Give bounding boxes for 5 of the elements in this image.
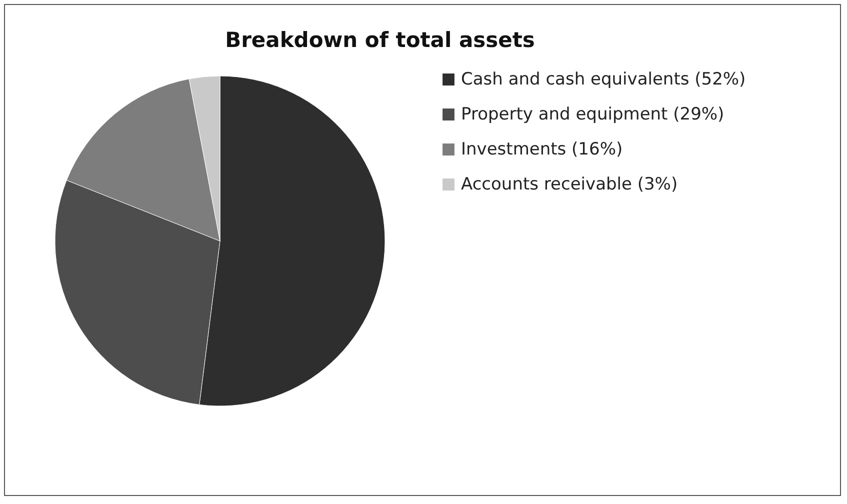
- legend-label: Accounts receivable (3%): [461, 174, 678, 194]
- chart-title: Breakdown of total assets: [225, 28, 535, 52]
- legend-label: Property and equipment (29%): [461, 104, 724, 124]
- legend-label: Cash and cash equivalents (52%): [461, 70, 746, 90]
- legend-label: Investments (16%): [461, 140, 623, 160]
